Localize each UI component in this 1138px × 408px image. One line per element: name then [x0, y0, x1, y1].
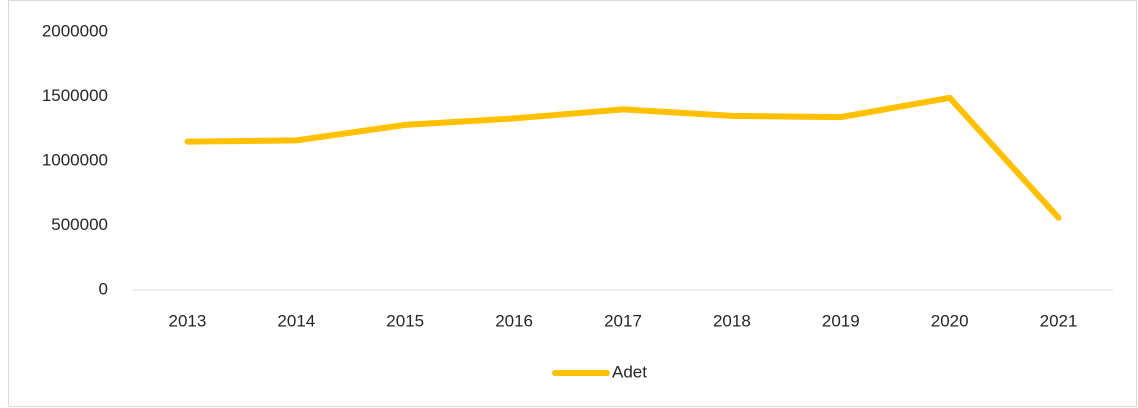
data-line [184, 94, 1062, 221]
x-tick-label: 2016 [495, 311, 533, 330]
y-tick-label: 1500000 [42, 86, 108, 105]
y-tick-label: 0 [99, 279, 108, 298]
y-tick-label: 2000000 [42, 21, 108, 40]
x-tick-label: 2021 [1040, 311, 1078, 330]
y-tick-label: 500000 [51, 215, 108, 234]
x-tick-label: 2018 [713, 311, 751, 330]
x-tick-label: 2019 [822, 311, 860, 330]
x-tick-label: 2015 [386, 311, 424, 330]
y-tick-label: 1000000 [42, 150, 108, 169]
x-tick-label: 2014 [277, 311, 315, 330]
x-tick-label: 2017 [604, 311, 642, 330]
legend-label: Adet [612, 362, 647, 381]
x-tick-label: 2020 [931, 311, 969, 330]
chart-frame [8, 0, 1137, 407]
x-tick-label: 2013 [169, 311, 207, 330]
